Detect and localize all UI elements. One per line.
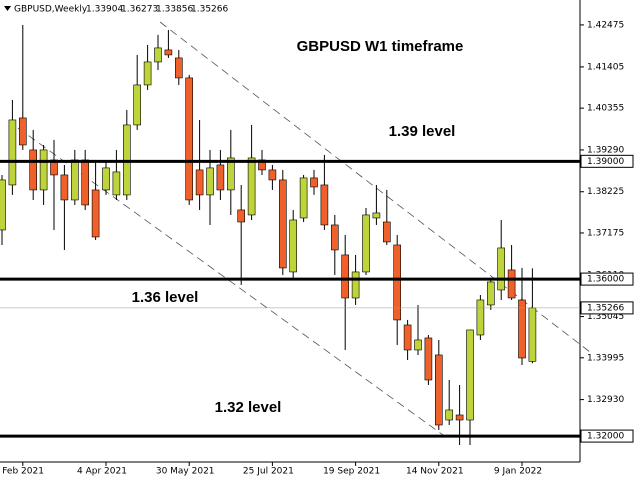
y-tick-label: 1.35045 — [587, 312, 624, 322]
candle-body — [466, 329, 474, 421]
candle-body — [195, 169, 204, 196]
x-tick-label: 25 Jul 2021 — [243, 467, 294, 477]
candle-body — [310, 177, 318, 188]
candle-body — [8, 119, 17, 186]
symbol: GBPUSD,Weekly — [14, 5, 88, 15]
candle-body — [372, 212, 381, 219]
candle-body — [175, 57, 183, 79]
candle-body — [528, 307, 537, 362]
candle-body — [71, 159, 79, 201]
channel-lines — [17, 21, 591, 441]
candle-body — [206, 167, 214, 196]
candle-body — [445, 409, 454, 421]
y-tick-label: 1.38225 — [587, 187, 624, 197]
candle-body — [278, 179, 287, 269]
candle-body — [289, 219, 298, 273]
x-tick-label: 14 Nov 2021 — [406, 467, 464, 477]
y-tick-label: 1.33995 — [587, 353, 624, 363]
candle-body — [476, 299, 485, 336]
candle-body — [18, 117, 27, 146]
x-tick-label: 9 Jan 2022 — [494, 467, 542, 477]
y-tick-label: 1.32930 — [587, 395, 624, 405]
y-tick-label: 1.41405 — [587, 62, 624, 72]
candle-body — [330, 224, 339, 251]
candle-body — [518, 299, 526, 359]
candle-body — [60, 174, 69, 201]
candle-body — [81, 159, 89, 206]
candle-body — [102, 167, 110, 191]
candle-body — [403, 324, 412, 351]
candle-body — [414, 339, 422, 351]
candle-body — [299, 177, 308, 219]
candle-body — [133, 84, 141, 126]
plot — [0, 24, 537, 446]
y-tick-label: 1.42475 — [587, 20, 624, 30]
candle-body — [434, 354, 443, 426]
chart-title: GBPUSD W1 timeframe — [297, 38, 464, 55]
level-label: 1.32000 — [587, 432, 624, 442]
candle-body — [216, 164, 225, 191]
candle-body — [393, 244, 402, 321]
candle-body — [455, 414, 464, 421]
candle-body — [247, 157, 256, 216]
candle-body — [143, 61, 152, 86]
x-tick-label: 7 Feb 2021 — [0, 467, 44, 477]
candle-body — [382, 221, 391, 243]
candle-body — [112, 171, 121, 196]
candle-body — [0, 179, 6, 231]
x-tick-label: 30 May 2021 — [156, 467, 215, 477]
candle-body — [164, 49, 173, 56]
channel-lower — [17, 127, 451, 441]
candle-body — [237, 209, 245, 223]
candle-body — [424, 337, 433, 381]
header-close: 1.35266 — [191, 5, 228, 15]
candle-body — [91, 189, 100, 238]
last-price-box — [580, 301, 634, 315]
last-price-label: 1.35266 — [587, 303, 624, 313]
level-label-box — [580, 429, 634, 443]
candle-body — [185, 77, 193, 201]
annotation: 1.39 level — [389, 123, 456, 140]
x-tick-label: 19 Sep 2021 — [323, 467, 380, 477]
level-label-box — [580, 154, 634, 168]
candle-body — [341, 254, 350, 299]
x-tick-label: 4 Apr 2021 — [77, 467, 127, 477]
y-tick-label: 1.39290 — [587, 145, 624, 155]
annotation: 1.36 level — [132, 289, 199, 306]
candle-body — [154, 47, 162, 63]
candle-body — [268, 169, 277, 181]
candle-body — [320, 184, 329, 226]
candle-body — [351, 271, 360, 299]
candle-body — [486, 281, 495, 306]
candle-body — [227, 157, 235, 191]
candle-body — [39, 149, 48, 191]
candle-body — [507, 269, 516, 299]
header-open: 1.33904 — [86, 5, 123, 15]
level-label-box — [580, 272, 634, 286]
candle-body — [362, 214, 370, 273]
y-tick-label: 1.37175 — [587, 228, 624, 238]
candle-body — [29, 149, 38, 191]
level-label: 1.36000 — [587, 275, 624, 285]
menu-triangle — [4, 6, 11, 11]
header-low: 1.33856 — [156, 5, 193, 15]
annotation: 1.32 level — [215, 399, 282, 416]
header-high: 1.36273 — [121, 5, 158, 15]
level-label: 1.39000 — [587, 157, 624, 167]
candle-body — [497, 247, 506, 291]
y-tick-label: 1.40355 — [587, 104, 624, 114]
